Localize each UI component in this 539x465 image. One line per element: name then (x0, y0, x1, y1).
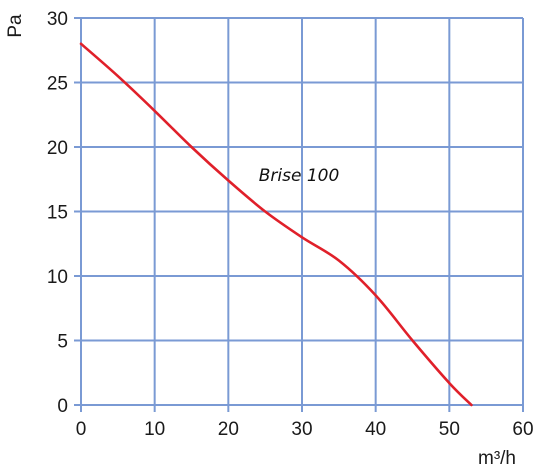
y-tick-label: 20 (47, 138, 68, 159)
series-layer (79, 42, 473, 407)
y-tick-label: 0 (57, 396, 68, 417)
y-tick-labels: 0 5 10 15 20 25 30 (47, 9, 68, 417)
x-tick-label: 40 (365, 419, 386, 440)
y-tick-label: 30 (47, 9, 68, 30)
x-tick-label: 0 (76, 419, 87, 440)
x-tick-label: 10 (144, 419, 165, 440)
series-line-0 (79, 42, 473, 407)
y-tick-label: 10 (47, 267, 68, 288)
grid (74, 17, 524, 412)
x-tick-label: 30 (291, 419, 312, 440)
y-axis-label: Pa (5, 14, 26, 38)
y-tick-label: 25 (47, 74, 68, 95)
x-tick-labels: 0 10 20 30 40 50 60 (76, 419, 534, 440)
y-tick-label: 5 (57, 332, 68, 353)
y-tick-label: 15 (47, 203, 68, 224)
curve-annotation: Brise 100 (259, 166, 340, 186)
x-tick-label: 50 (439, 419, 460, 440)
x-tick-label: 20 (218, 419, 239, 440)
x-axis-label: m³/h (478, 448, 516, 465)
x-tick-label: 60 (512, 419, 533, 440)
